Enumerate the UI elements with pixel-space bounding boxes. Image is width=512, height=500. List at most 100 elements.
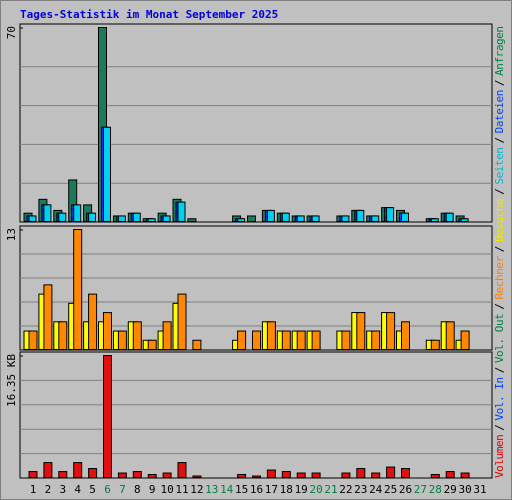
bar: [311, 330, 321, 350]
x-tick-label: 3: [59, 483, 66, 496]
bar: [43, 204, 52, 222]
bar: [252, 475, 261, 479]
x-tick-label: 7: [119, 483, 126, 496]
bar: [460, 330, 470, 350]
bar: [58, 321, 68, 350]
y-tick-label: 70: [5, 26, 18, 39]
bar: [311, 472, 321, 479]
bar: [311, 215, 320, 222]
bar: [73, 204, 82, 222]
x-tick-label: 2: [45, 483, 52, 496]
bar: [177, 201, 186, 223]
bar: [430, 474, 440, 478]
bar: [356, 468, 366, 478]
y-tick-label: 16.35 KB: [5, 354, 18, 407]
x-tick-label: 14: [220, 483, 234, 496]
bar: [371, 472, 381, 479]
bar: [266, 209, 275, 223]
bar: [281, 212, 290, 222]
legend-entry: Volumen: [493, 434, 506, 478]
bar: [386, 312, 396, 351]
legend-entry: Anfragen: [493, 26, 506, 76]
x-tick-label: 6: [104, 483, 111, 496]
x-tick-label: 23: [354, 483, 367, 496]
x-tick-label: 11: [175, 483, 188, 496]
legend-entry: Vol. In: [493, 377, 506, 421]
x-tick-label: 8: [134, 483, 141, 496]
x-tick-label: 31: [473, 483, 486, 496]
x-tick-label: 24: [369, 483, 383, 496]
bar: [88, 293, 98, 351]
legend-separator: /: [493, 303, 506, 310]
x-tick-label: 19: [295, 483, 308, 496]
plot-area: [19, 351, 493, 479]
bar: [132, 212, 141, 222]
legend-separator: /: [493, 367, 506, 374]
bar: [28, 330, 38, 350]
bar: [266, 469, 276, 479]
bar: [162, 215, 171, 222]
bar: [162, 321, 172, 350]
bar: [58, 471, 68, 478]
bar: [401, 468, 410, 478]
bar: [237, 330, 247, 350]
x-tick-label: 15: [235, 483, 248, 496]
legend-entry: Dateien: [493, 90, 506, 134]
bar: [132, 321, 142, 350]
bar: [237, 474, 247, 478]
bar: [162, 472, 172, 479]
x-tick-label: 25: [384, 483, 397, 496]
x-tick-label: 4: [74, 483, 81, 496]
bar: [58, 212, 67, 222]
x-tick-label: 22: [339, 483, 352, 496]
legend-separator: /: [493, 188, 506, 195]
x-tick-label: 30: [458, 483, 471, 496]
legend-separator: /: [493, 79, 506, 86]
x-tick-label: 17: [265, 483, 278, 496]
bar: [192, 339, 202, 350]
chart-title: Tages-Statistik im Monat September 2025: [20, 8, 278, 21]
bar: [356, 312, 366, 351]
x-tick-label: 21: [324, 483, 337, 496]
x-tick-label: 9: [149, 483, 156, 496]
legend-entry: Rechner: [493, 255, 506, 299]
bar: [266, 321, 276, 350]
legend-entry: Besuche: [493, 198, 506, 242]
bar: [445, 471, 455, 478]
bar: [103, 312, 112, 351]
bar: [341, 330, 351, 350]
bar: [445, 212, 454, 222]
bar: [296, 330, 306, 350]
bar: [237, 218, 246, 223]
x-tick-label: 1: [30, 483, 37, 496]
x-tick-label: 16: [250, 483, 263, 496]
bar: [117, 330, 127, 350]
bar: [132, 471, 142, 478]
bar: [187, 218, 197, 223]
bar: [147, 339, 157, 350]
bar: [401, 321, 410, 350]
y-tick-label: 13: [5, 228, 18, 241]
bar: [371, 215, 380, 222]
bar: [281, 330, 291, 350]
bar: [28, 215, 37, 222]
bar: [117, 472, 127, 479]
legend-separator: /: [493, 246, 506, 253]
x-tick-label: 27: [414, 483, 427, 496]
bar: [147, 218, 156, 223]
x-tick-label: 12: [190, 483, 203, 496]
x-tick-label: 28: [429, 483, 442, 496]
legend: Volumen / Vol. In / Vol. Out / Rechner / Besuche…: [493, 26, 506, 478]
bar: [73, 462, 83, 478]
bar: [88, 468, 98, 478]
legend-separator: /: [493, 424, 506, 431]
bar: [43, 462, 53, 478]
legend-separator: /: [493, 137, 506, 144]
bar: [445, 321, 455, 350]
bar: [356, 209, 365, 223]
bar: [117, 215, 126, 222]
legend-entry: Vol. Out: [493, 313, 506, 363]
x-tick-label: 29: [444, 483, 457, 496]
legend-entry: Seiten: [493, 147, 506, 185]
